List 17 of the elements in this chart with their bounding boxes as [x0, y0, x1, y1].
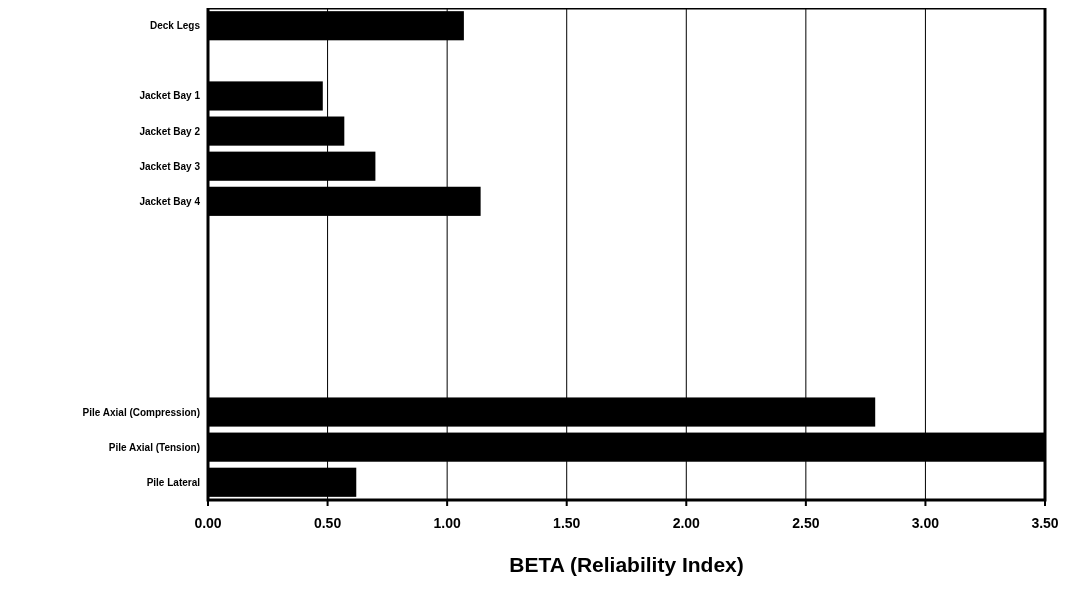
x-axis-title: BETA (Reliability Index): [509, 553, 744, 576]
x-tick-label: 3.00: [911, 515, 940, 531]
y-tick-label: Jacket Bay 3: [139, 160, 201, 172]
y-tick-label: Jacket Bay 2: [139, 125, 201, 137]
y-tick-label: Pile Lateral: [146, 476, 201, 488]
y-tick-label: Pile Axial (Compression): [82, 406, 200, 418]
x-tick-label: 3.50: [1031, 515, 1059, 531]
y-tick-label: Jacket Bay 1: [139, 90, 201, 102]
x-tick-label: 0.00: [194, 515, 222, 531]
y-tick-label: Pile Axial (Tension): [108, 441, 200, 453]
x-tick-label: 2.50: [792, 515, 820, 531]
x-tick-label: 1.00: [433, 515, 461, 531]
x-tick-label: 1.50: [553, 515, 581, 531]
y-tick-label: Deck Legs: [149, 20, 201, 32]
x-tick-label: 2.00: [672, 515, 701, 531]
y-tick-label: Jacket Bay 4: [139, 195, 201, 207]
x-tick-label: 0.50: [313, 515, 342, 531]
